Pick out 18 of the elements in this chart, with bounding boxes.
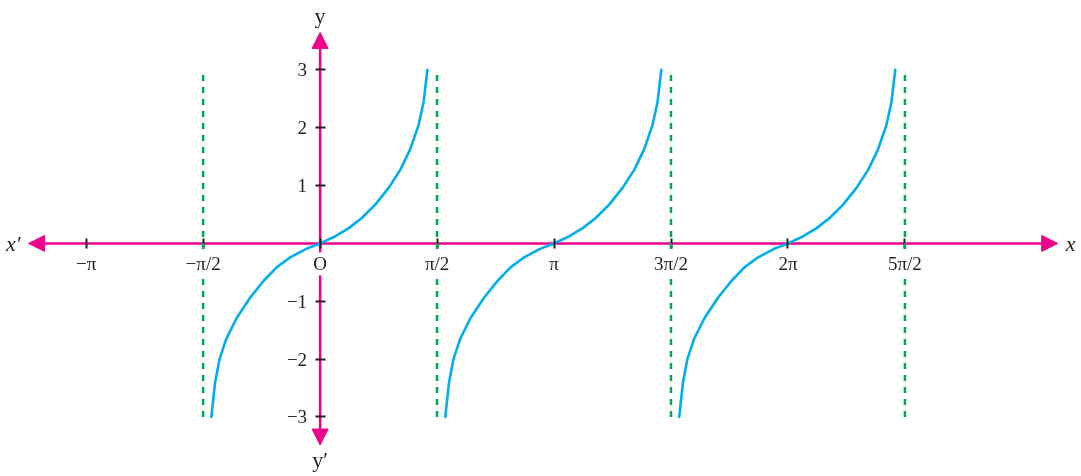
x-tick-label: 5π/2 [888,253,922,275]
annotation: y′ [312,447,329,473]
x-tick-label: 3π/2 [654,253,688,275]
x-tick-label: −π [76,253,97,275]
x-tick-label: 2π [778,253,798,275]
y-tick-label: −2 [286,348,308,370]
y-tick-label: −1 [286,290,308,312]
y-axis-title: y [314,3,326,29]
x-tick-label: π [549,253,560,275]
x-tick-label: π/2 [424,253,450,275]
y-tick-label: 2 [297,117,308,139]
x-tick-label: −π/2 [185,253,221,275]
annotation: x′ [5,230,22,256]
y-tick-label: 3 [297,59,308,81]
x-axis-title: x [1064,230,1076,256]
y-tick-label: −3 [286,406,308,428]
y-tick-label: 1 [297,175,308,197]
x-tick-label: O [313,253,327,275]
